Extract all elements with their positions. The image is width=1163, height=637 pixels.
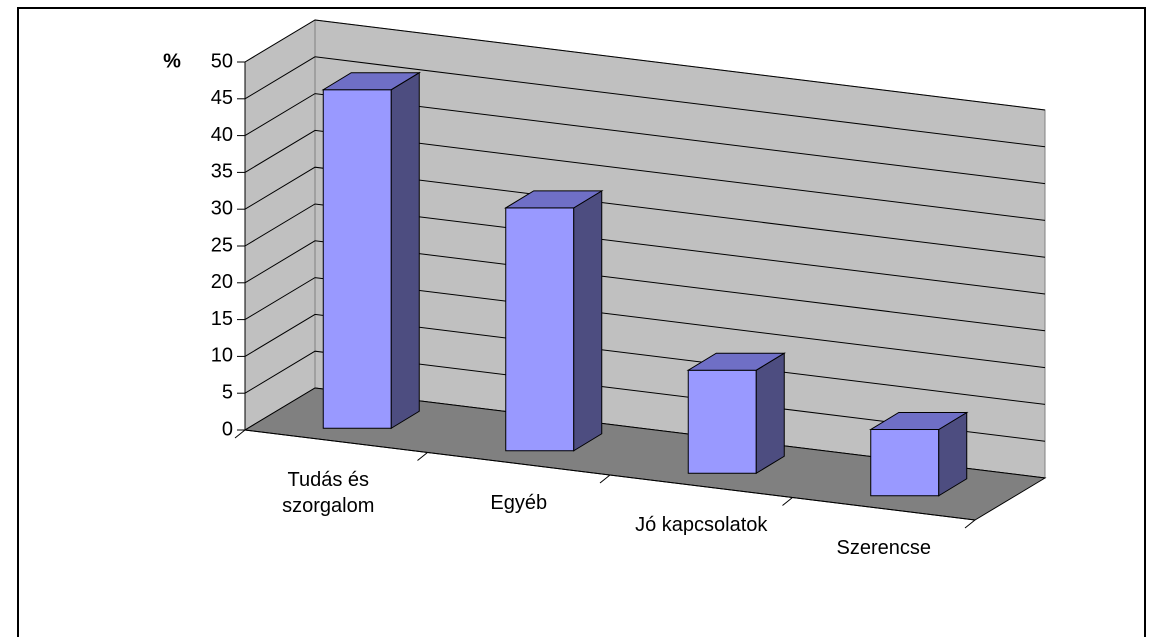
y-axis-label: % <box>163 50 181 72</box>
grid-line <box>244 313 1046 405</box>
y-tick-label: 10 <box>211 345 233 367</box>
bar-side <box>390 71 420 430</box>
grid-line <box>244 129 1046 221</box>
y-tick-label: 15 <box>211 308 233 330</box>
y-tick-label: 5 <box>222 381 233 403</box>
y-tick-label: 40 <box>211 124 233 146</box>
x-tick <box>964 519 976 529</box>
bar-top <box>503 190 604 209</box>
bar <box>687 369 757 474</box>
bar <box>322 89 392 429</box>
x-tick-label: Tudás és szorgalom <box>282 469 375 518</box>
y-tick-label: 25 <box>211 234 233 256</box>
grid-line <box>244 240 1046 332</box>
x-tick-label: Szerencse <box>836 536 932 559</box>
grid-line <box>244 166 1046 258</box>
grid-line <box>244 203 1046 295</box>
y-tick-label: 50 <box>211 50 233 72</box>
grid-line <box>244 350 1046 442</box>
bar-side <box>755 352 785 475</box>
bar <box>505 207 575 452</box>
grid-line <box>244 56 1046 148</box>
bar-side <box>573 189 603 452</box>
bar <box>870 429 940 497</box>
bar-top <box>686 352 787 371</box>
bar-top <box>321 72 422 91</box>
x-tick-label: Egyéb <box>490 491 548 514</box>
bar-top <box>868 412 969 431</box>
x-tick-label: Jó kapcsolatok <box>635 514 768 537</box>
grid-line <box>244 19 1046 111</box>
x-tick <box>417 452 428 461</box>
grid-line <box>244 277 1046 369</box>
grid-line <box>244 93 1046 185</box>
y-tick-label: 20 <box>211 271 233 293</box>
x-tick <box>234 429 246 439</box>
y-tick-label: 30 <box>211 197 233 219</box>
y-tick-label: 35 <box>211 161 233 183</box>
x-tick <box>599 474 611 484</box>
y-tick-label: 0 <box>222 418 233 440</box>
y-tick-label: 45 <box>211 87 233 109</box>
x-tick <box>782 497 793 506</box>
